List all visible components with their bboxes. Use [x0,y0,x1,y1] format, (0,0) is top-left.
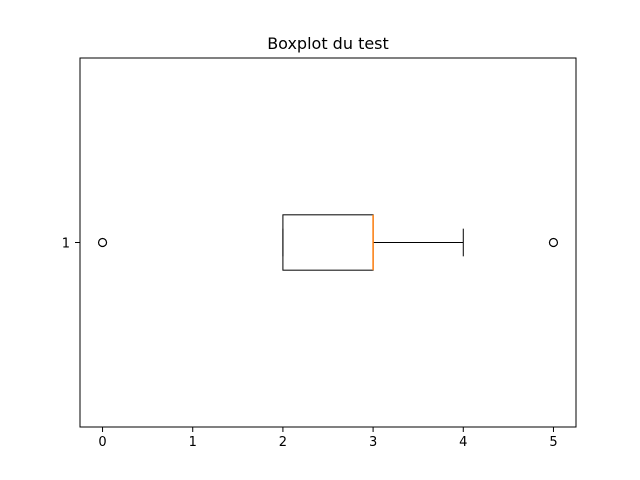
outlier-point [548,237,559,248]
x-tick-label: 0 [98,435,106,450]
x-tick-label: 5 [549,435,557,450]
x-tick-label: 3 [369,435,377,450]
y-tick-label: 1 [62,237,70,252]
x-tick-label: 2 [279,435,287,450]
x-tick-label: 4 [459,435,467,450]
x-tick-label: 1 [189,435,197,450]
chart-title: Boxplot du test [267,34,389,53]
outlier-point [97,237,108,248]
plot-area: 0 1 2 3 4 5 1 [62,57,577,450]
